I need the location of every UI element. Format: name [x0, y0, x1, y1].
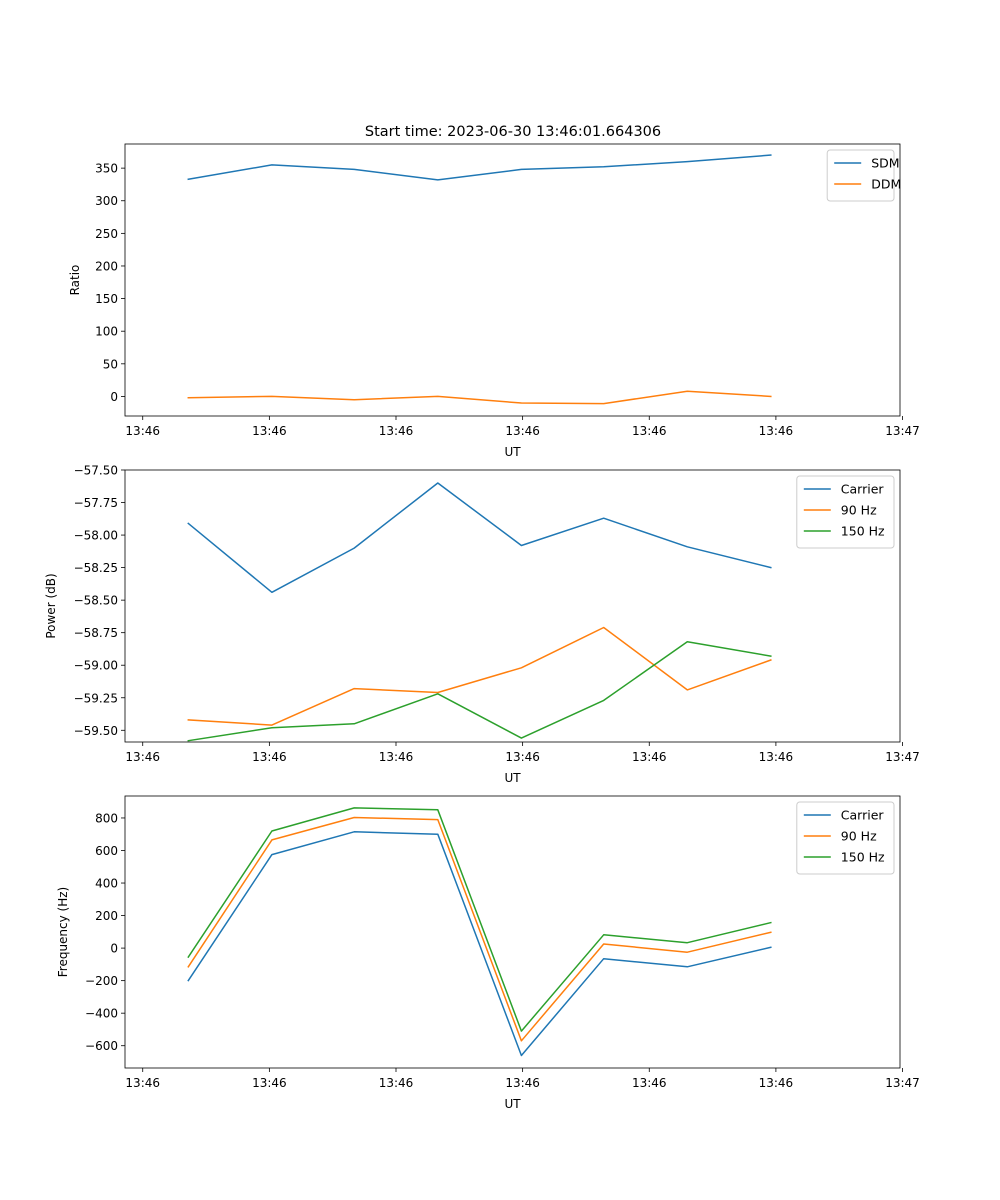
y-tick-label: −59.25 — [74, 691, 118, 705]
y-tick-label: 100 — [95, 325, 118, 339]
x-tick-label: 13:46 — [759, 424, 794, 438]
legend-label: DDM — [871, 177, 901, 192]
legend-label: SDM — [871, 156, 899, 171]
x-tick-label: 13:46 — [505, 424, 540, 438]
y-tick-label: 350 — [95, 162, 118, 176]
y-tick-label: −58.75 — [74, 626, 118, 640]
x-tick-label: 13:46 — [125, 1076, 160, 1090]
series-line-sdm — [187, 154, 772, 181]
y-tick-label: 800 — [95, 811, 118, 825]
series-line-ddm — [187, 390, 772, 405]
y-axis-label: Frequency (Hz) — [56, 887, 70, 978]
y-tick-label: 600 — [95, 844, 118, 858]
x-tick-label: 13:46 — [252, 750, 287, 764]
x-tick-label: 13:46 — [505, 750, 540, 764]
plot-frame — [124, 469, 901, 743]
y-tick-label: −57.75 — [74, 496, 118, 510]
legend-label: 150 Hz — [841, 524, 885, 539]
y-tick-label: 150 — [95, 292, 118, 306]
y-tick-label: −58.25 — [74, 561, 118, 575]
y-tick-label: −200 — [85, 974, 118, 988]
y-tick-label: 400 — [95, 877, 118, 891]
x-tick-label: 13:46 — [632, 1076, 667, 1090]
legend-label: 90 Hz — [841, 503, 877, 518]
y-tick-label: 50 — [103, 357, 118, 371]
y-tick-label: −59.00 — [74, 659, 118, 673]
x-tick-label: 13:46 — [759, 1076, 794, 1090]
legend-label: 150 Hz — [841, 850, 885, 865]
series-line-carrier — [187, 482, 772, 594]
x-tick-label: 13:46 — [632, 750, 667, 764]
y-tick-label: 0 — [110, 390, 118, 404]
legend-box — [796, 475, 895, 549]
x-tick-label: 13:46 — [252, 424, 287, 438]
x-tick-label: 13:46 — [759, 750, 794, 764]
series-line-150-hz — [187, 807, 772, 1032]
x-tick-label: 13:46 — [379, 424, 414, 438]
series-line-90-hz — [187, 626, 772, 726]
y-tick-label: 250 — [95, 227, 118, 241]
plot-frame — [124, 795, 901, 1069]
x-tick-label: 13:47 — [885, 424, 920, 438]
y-tick-label: −600 — [85, 1039, 118, 1053]
x-tick-label: 13:46 — [252, 1076, 287, 1090]
y-tick-label: −59.50 — [74, 724, 118, 738]
series-line-150-hz — [187, 641, 772, 742]
y-tick-label: 200 — [95, 259, 118, 273]
y-tick-label: 0 — [110, 942, 118, 956]
y-axis-label: Power (dB) — [44, 573, 58, 638]
figure-title: Start time: 2023-06-30 13:46:01.664306 — [365, 124, 661, 140]
legend: Carrier 90 Hz 150 Hz — [796, 475, 895, 549]
legend: SDM DDM — [826, 149, 901, 202]
x-tick-label: 13:46 — [125, 750, 160, 764]
y-tick-label: 300 — [95, 194, 118, 208]
y-tick-label: −58.00 — [74, 529, 118, 543]
x-tick-label: 13:47 — [885, 750, 920, 764]
x-tick-label: 13:46 — [379, 1076, 414, 1090]
x-tick-label: 13:47 — [885, 1076, 920, 1090]
x-tick-label: 13:46 — [379, 750, 414, 764]
legend-box — [796, 801, 895, 875]
legend-label: Carrier — [841, 808, 885, 823]
chart-panel-2: 13:46 13:46 13:46 13:46 13:46 13:46 13:47 −59.5… — [44, 464, 920, 786]
y-axis-label: Ratio — [68, 265, 82, 296]
x-axis-label: UT — [504, 771, 521, 785]
x-tick-label: 13:46 — [125, 424, 160, 438]
x-tick-label: 13:46 — [632, 424, 667, 438]
series-line-carrier — [187, 831, 772, 1057]
chart-panel-1: 13:46 13:46 13:46 13:46 13:46 13:46 13:47 0 50 10… — [68, 143, 920, 459]
legend-label: Carrier — [841, 482, 885, 497]
y-tick-label: −400 — [85, 1007, 118, 1021]
y-tick-label: −57.50 — [74, 464, 118, 478]
x-axis-label: UT — [504, 1097, 521, 1111]
legend-label: 90 Hz — [841, 829, 877, 844]
x-axis-label: UT — [504, 445, 521, 459]
y-tick-label: 200 — [95, 909, 118, 923]
plot-frame — [124, 143, 901, 417]
x-tick-label: 13:46 — [505, 1076, 540, 1090]
series-line-90-hz — [187, 816, 772, 1042]
chart-panel-3: 13:46 13:46 13:46 13:46 13:46 13:46 13:47 −600 −… — [56, 795, 920, 1111]
legend: Carrier 90 Hz 150 Hz — [796, 801, 895, 875]
y-tick-label: −58.50 — [74, 594, 118, 608]
